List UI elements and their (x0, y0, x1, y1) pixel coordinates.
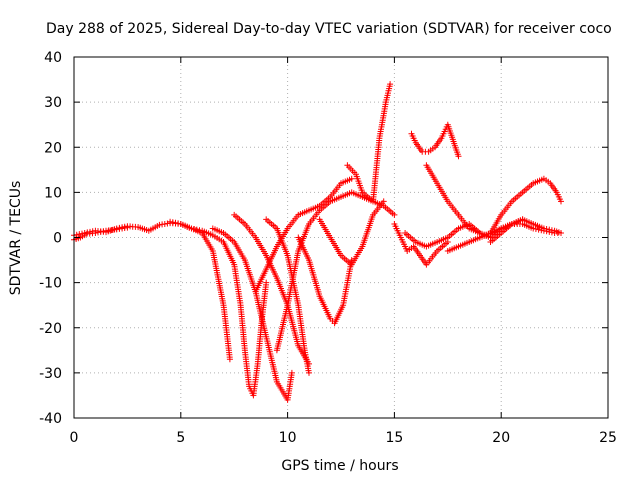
x-tick-label: 10 (279, 430, 297, 446)
point-markers (209, 225, 295, 403)
series-sat-c (209, 225, 295, 403)
series-sat-k (391, 221, 451, 268)
x-tick-label: 20 (492, 430, 510, 446)
point-markers (444, 221, 564, 254)
x-axis-title: GPS time / hours (281, 458, 398, 474)
x-tick-label: 15 (385, 430, 403, 446)
point-markers (252, 175, 355, 295)
x-tick-label: 25 (599, 430, 617, 446)
y-tick-label: 0 (53, 231, 62, 247)
y-tick-label: 30 (44, 95, 62, 111)
series-sat-j (344, 81, 394, 205)
series-sat-l (408, 121, 462, 160)
y-axis-title: SDTVAR / TECUs (8, 181, 24, 296)
point-markers (316, 198, 387, 268)
x-tick-label: 5 (176, 430, 185, 446)
point-markers (408, 121, 462, 160)
series-sat-g (295, 234, 355, 327)
data-points (71, 81, 564, 403)
y-tick-label: -40 (39, 411, 62, 427)
series-sat-a (71, 220, 233, 363)
point-markers (476, 175, 564, 241)
point-markers (71, 220, 233, 363)
y-tick-label: 40 (44, 50, 62, 66)
series-sat-o (476, 175, 564, 241)
series-sat-b (167, 218, 270, 399)
point-markers (167, 218, 270, 399)
point-markers (295, 234, 355, 327)
chart-title: Day 288 of 2025, Sidereal Day-to-day VTE… (46, 21, 612, 37)
series-sat-f (252, 175, 355, 295)
y-tick-label: 10 (44, 185, 62, 201)
series-sat-h (316, 198, 387, 268)
grid (74, 57, 608, 418)
axis-ticks: 0 5 10 15 20 25 40 30 20 10 0 -10 -20 -30 -40 (39, 50, 617, 446)
y-tick-label: -10 (39, 276, 62, 292)
point-markers (391, 221, 451, 268)
point-markers (344, 81, 394, 205)
y-tick-label: 20 (44, 140, 62, 156)
y-tick-label: -20 (39, 321, 62, 337)
series-sat-q (444, 221, 564, 254)
x-tick-label: 0 (70, 430, 79, 446)
y-tick-label: -30 (39, 366, 62, 382)
